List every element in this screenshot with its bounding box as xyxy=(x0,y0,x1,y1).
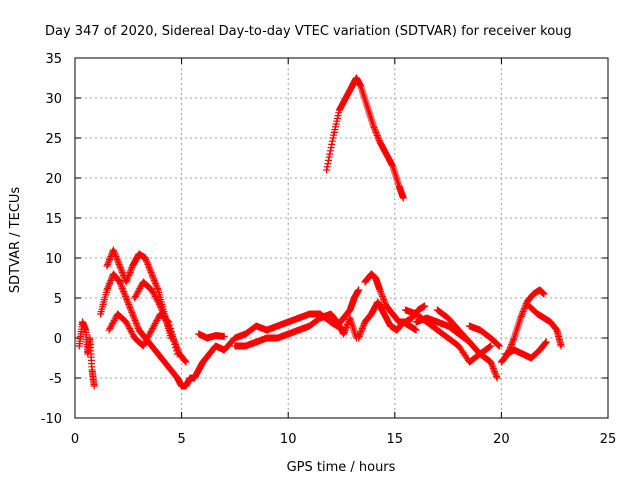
x-axis-label: GPS time / hours xyxy=(287,460,396,475)
y-tick-label: 30 xyxy=(45,92,62,107)
series-markers xyxy=(97,270,228,390)
y-tick-label: 35 xyxy=(45,52,62,67)
series-markers xyxy=(220,286,363,354)
y-axis-label: SDTVAR / TECUs xyxy=(8,187,23,294)
y-tick-label: 15 xyxy=(45,212,62,227)
axis-ticks: 0 5 10 15 20 25 -10 -5 0 5 10 15 20 25 30 35 xyxy=(41,52,617,447)
x-tick-label: 25 xyxy=(600,432,617,447)
series-arc-9 xyxy=(361,270,429,326)
y-tick-label: 0 xyxy=(54,332,62,347)
series-markers xyxy=(195,330,228,342)
y-tick-label: 25 xyxy=(45,132,62,147)
series-arc-peak xyxy=(323,74,407,202)
y-tick-label: -10 xyxy=(41,412,62,427)
series-markers xyxy=(525,302,565,350)
y-tick-label: 20 xyxy=(45,172,62,187)
chart-title: Day 347 of 2020, Sidereal Day-to-day VTE… xyxy=(45,24,572,39)
x-tick-label: 0 xyxy=(71,432,79,447)
series-arc-early xyxy=(75,318,98,390)
series-markers xyxy=(433,306,495,358)
series-markers xyxy=(75,318,98,390)
series-markers xyxy=(465,322,503,350)
x-tick-label: 15 xyxy=(387,432,404,447)
y-tick-label: -5 xyxy=(49,372,62,387)
series-markers xyxy=(361,270,429,326)
series-arc-4 xyxy=(131,278,190,366)
y-tick-label: 10 xyxy=(45,252,62,267)
series-arc-5 xyxy=(195,330,228,342)
series-arc-6 xyxy=(220,286,363,354)
series-markers xyxy=(231,310,360,350)
series-arc-15 xyxy=(502,338,550,362)
data-points xyxy=(75,74,565,390)
x-tick-label: 20 xyxy=(493,432,510,447)
series-arc-7 xyxy=(231,310,360,350)
series-markers xyxy=(131,278,190,366)
series-arc-12 xyxy=(433,306,495,358)
grid xyxy=(75,58,608,418)
y-tick-label: 5 xyxy=(54,292,62,307)
series-arc-16 xyxy=(525,302,565,350)
x-tick-label: 10 xyxy=(280,432,297,447)
series-markers xyxy=(502,338,550,362)
plot-frame xyxy=(74,57,609,419)
x-tick-label: 5 xyxy=(177,432,185,447)
series-markers xyxy=(323,74,407,202)
series-arc-13 xyxy=(465,322,503,350)
series-arc-1 xyxy=(97,270,228,390)
